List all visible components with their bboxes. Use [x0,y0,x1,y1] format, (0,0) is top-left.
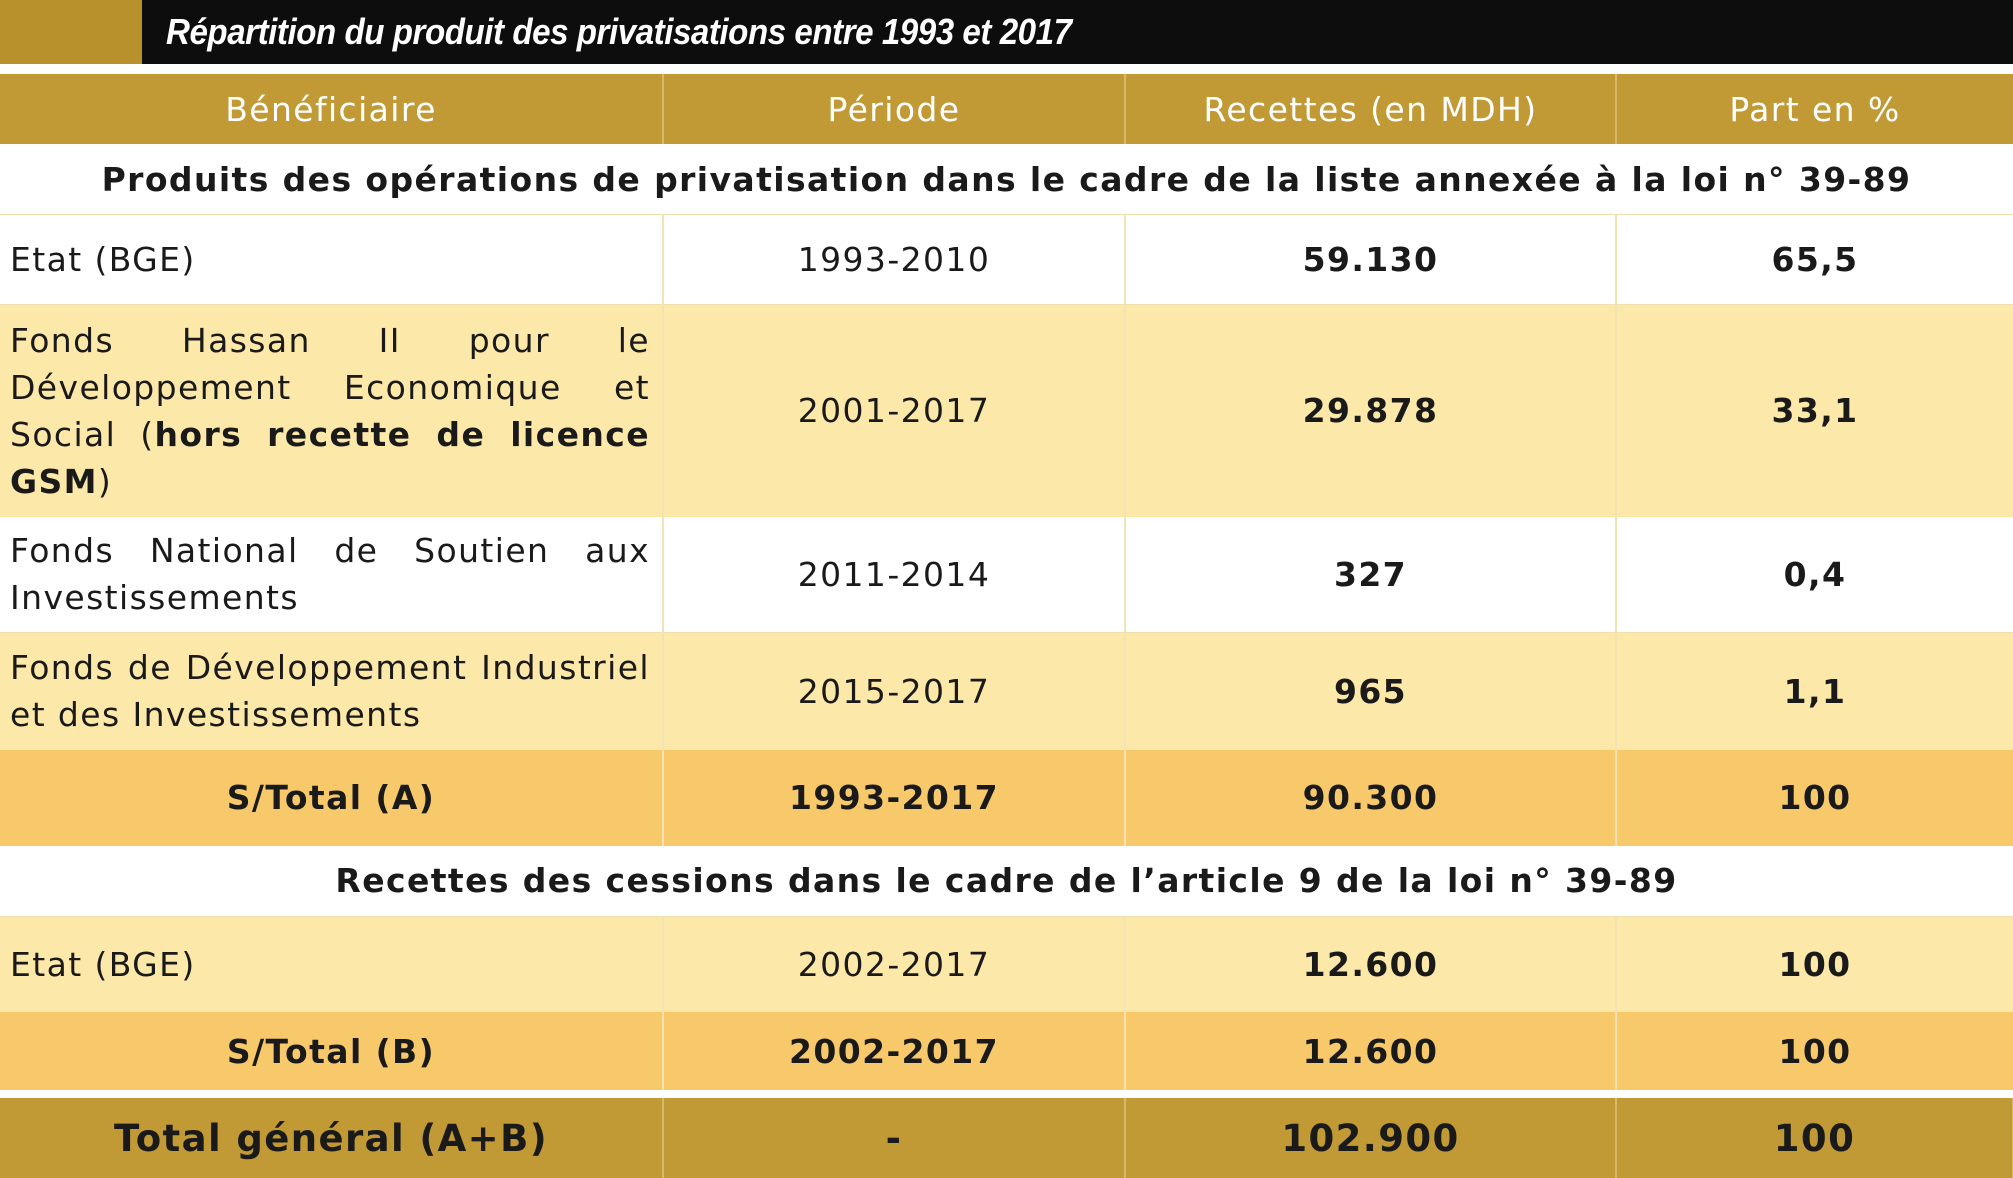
grand-total-periode: - [663,1098,1126,1178]
spacer-row [0,1090,2013,1098]
header-recettes: Recettes (en MDH) [1125,74,1617,144]
table-title: Répartition du produit des privatisation… [166,11,1072,52]
section-a-heading: Produits des opérations de privatisation… [0,144,2013,215]
subtotal-b-label: S/Total (B) [0,1012,664,1090]
title-bar: Répartition du produit des privatisation… [0,0,2013,64]
table-row: Etat (BGE) 1993-2010 59.130 65,5 [0,214,2013,305]
subtotal-a-periode: 1993-2017 [663,749,1126,846]
subtotal-b-recettes: 12.600 [1125,1012,1617,1090]
subtotal-b-row: S/Total (B) 2002-2017 12.600 100 [0,1012,2013,1090]
subtotal-b-part: 100 [1616,1012,2013,1090]
beneficiaire-end-text: ) [97,461,113,501]
subtotal-a-label: S/Total (A) [0,749,664,846]
grand-total-row: Total général (A+B) - 102.900 100 [0,1098,2013,1178]
cell-recettes: 29.878 [1125,304,1617,517]
table-row: Fonds National de Soutien aux Investisse… [0,516,2013,633]
cell-part: 65,5 [1616,214,2013,305]
privatisation-table: Bénéficiaire Période Recettes (en MDH) P… [0,74,2013,1178]
table-row: Etat (BGE) 2002-2017 12.600 100 [0,916,2013,1012]
cell-beneficiaire: Fonds Hassan II pour le Développement Ec… [0,304,664,517]
table-row: Fonds Hassan II pour le Développement Ec… [0,304,2013,517]
section-b-heading: Recettes des cessions dans le cadre de l… [0,845,2013,917]
subtotal-a-recettes: 90.300 [1125,749,1617,846]
subtotal-a-row: S/Total (A) 1993-2017 90.300 100 [0,749,2013,846]
cell-beneficiaire: Fonds National de Soutien aux Investisse… [0,516,664,633]
cell-periode: 1993-2010 [663,214,1126,305]
cell-part: 100 [1616,916,2013,1012]
cell-recettes: 59.130 [1125,214,1617,305]
subtotal-a-part: 100 [1616,749,2013,846]
grand-total-part: 100 [1616,1098,2013,1178]
cell-recettes: 965 [1125,632,1617,750]
section-b-heading-row: Recettes des cessions dans le cadre de l… [0,845,2013,917]
table-row: Fonds de Développement Industriel et des… [0,632,2013,750]
header-row: Bénéficiaire Période Recettes (en MDH) P… [0,74,2013,144]
cell-periode: 2001-2017 [663,304,1126,517]
cell-periode: 2011-2014 [663,516,1126,633]
cell-recettes: 327 [1125,516,1617,633]
cell-periode: 2002-2017 [663,916,1126,1012]
cell-beneficiaire: Etat (BGE) [0,916,664,1012]
cell-periode: 2015-2017 [663,632,1126,750]
cell-part: 1,1 [1616,632,2013,750]
header-part: Part en % [1616,74,2013,144]
grand-total-recettes: 102.900 [1125,1098,1617,1178]
cell-recettes: 12.600 [1125,916,1617,1012]
header-periode: Période [663,74,1126,144]
grand-total-label: Total général (A+B) [0,1098,664,1178]
cell-part: 0,4 [1616,516,2013,633]
cell-beneficiaire: Etat (BGE) [0,214,664,305]
section-a-heading-row: Produits des opérations de privatisation… [0,144,2013,215]
cell-part: 33,1 [1616,304,2013,517]
header-beneficiaire: Bénéficiaire [0,74,664,144]
cell-beneficiaire: Fonds de Développement Industriel et des… [0,632,664,750]
beneficiaire-bold-text: hors recette de licence GSM [10,414,650,501]
subtotal-b-periode: 2002-2017 [663,1012,1126,1090]
beneficiaire-text: Fonds Hassan II pour le Développement Ec… [10,320,650,454]
title-accent-block [0,0,142,64]
